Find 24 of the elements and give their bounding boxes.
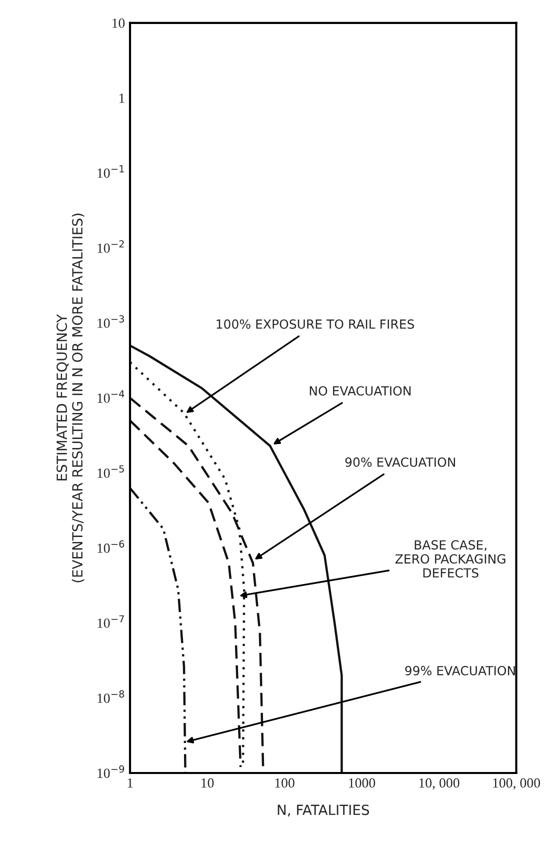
- annotation: 99% EVACUATION: [405, 666, 515, 676]
- annotation: NO EVACUATION: [310, 386, 411, 396]
- x-tick-label: 100: [275, 778, 294, 788]
- y-tick-label: 10: [112, 18, 125, 28]
- annotation: 90% EVACUATION: [345, 457, 456, 467]
- y-tick-label: 10$^{−5}$: [98, 465, 124, 478]
- y-tick-label: 10$^{−3}$: [98, 315, 124, 328]
- x-tick-label: 1000: [349, 778, 376, 788]
- annotation: 100% EXPOSURE TO RAIL FIRES: [216, 319, 414, 329]
- x-tick-label: 100, 000: [493, 778, 540, 790]
- x-tick-label: 10: [202, 778, 214, 788]
- annotation: BASE CASE, ZERO PACKAGING DEFECTS: [395, 540, 506, 578]
- x-axis-title: N, FATALITIES: [278, 804, 369, 817]
- y-tick-label: 10$^{−2}$: [98, 240, 124, 253]
- y-tick-label: 10$^{−6}$: [98, 540, 124, 553]
- y-tick-label: 10$^{−4}$: [98, 390, 124, 403]
- y-tick-label: 1: [119, 94, 124, 103]
- y-tick-label: 10$^{−8}$: [98, 690, 124, 703]
- x-tick-label: 10, 000: [419, 778, 460, 790]
- y-tick-label: 10$^{−7}$: [98, 615, 124, 628]
- x-tick-label: 1: [128, 778, 133, 788]
- y-tick-label: 10$^{−9}$: [98, 765, 124, 778]
- y-tick-label: 10$^{−1}$: [98, 165, 124, 178]
- y-axis-title: ESTIMATED FREQUENCY (EVENTS/YEAR RESULTING IN N OR MORE FATALITIES): [56, 214, 84, 582]
